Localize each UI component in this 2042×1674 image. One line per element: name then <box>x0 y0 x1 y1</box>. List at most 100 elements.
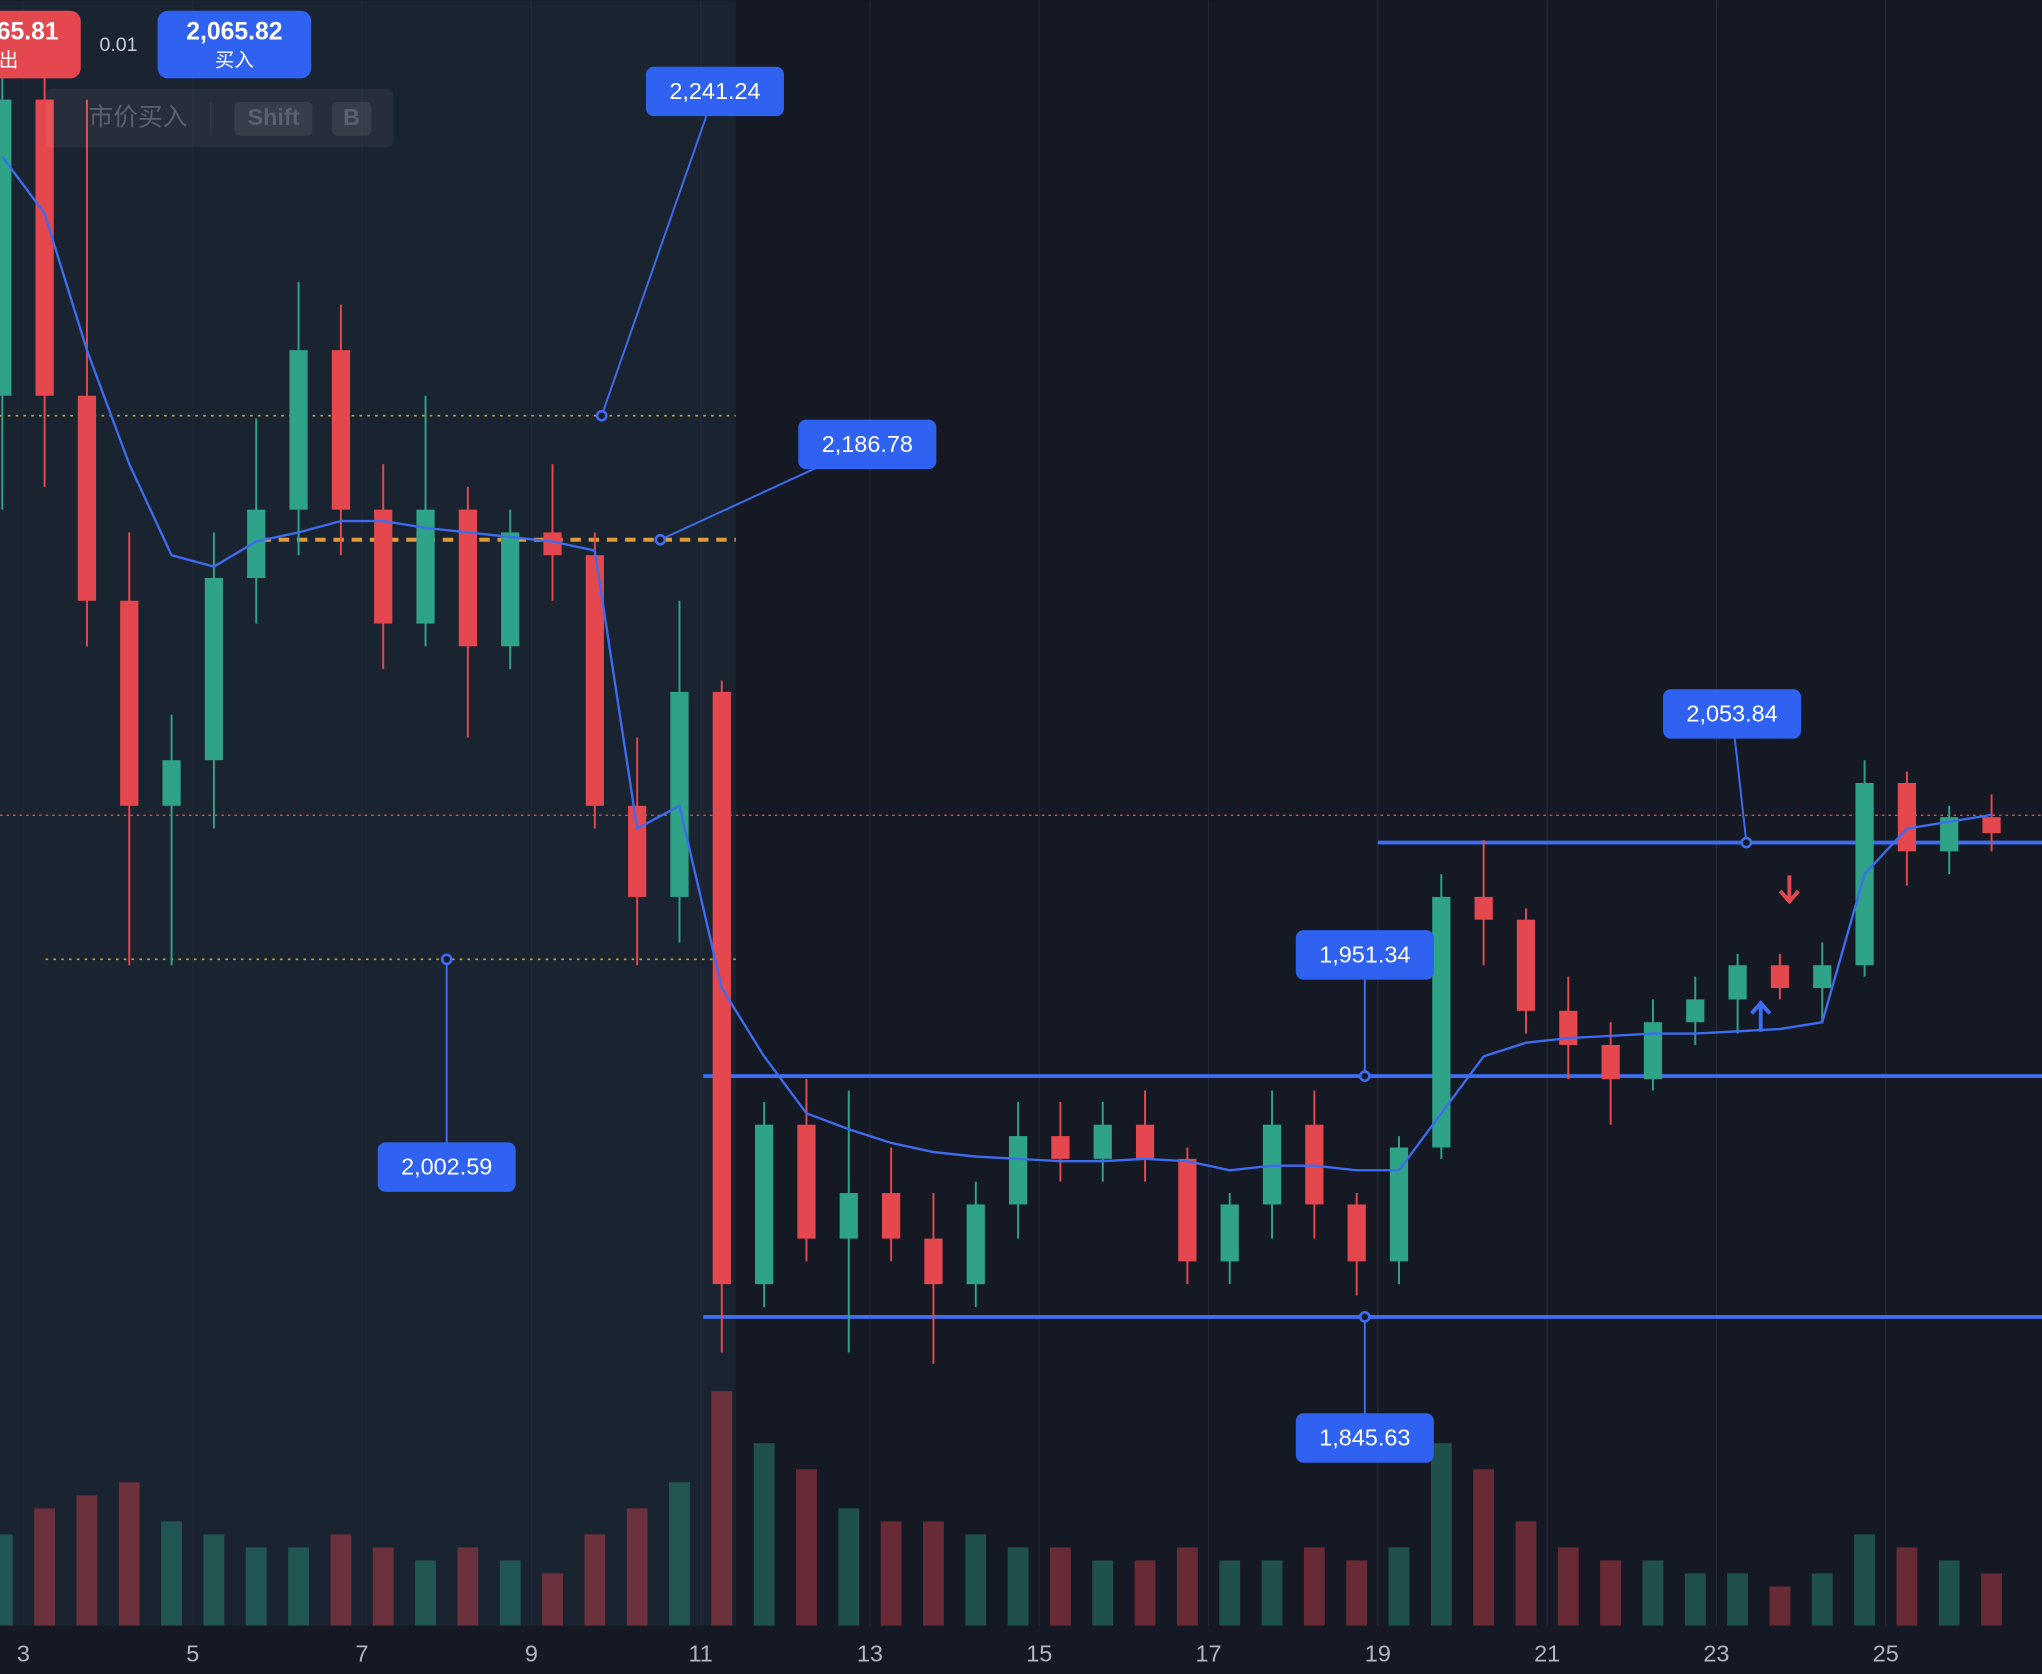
label-box <box>798 419 937 470</box>
tooltip <box>45 88 394 148</box>
x-tick-label: 19 <box>1365 1641 1391 1667</box>
volume-bar <box>1176 1547 1198 1626</box>
level-labels: 2,241.24 2,186.78 2,002.59 2,053.84 1,951.34… <box>377 66 1802 1463</box>
candle-body <box>0 99 12 396</box>
anchor-point <box>1740 836 1753 849</box>
candle-body <box>755 1124 774 1285</box>
volume-bar <box>288 1547 309 1626</box>
candle-body <box>1559 1010 1578 1045</box>
volume-bar <box>626 1508 648 1626</box>
volume-bar <box>1557 1547 1579 1626</box>
candle-body <box>797 1124 816 1239</box>
volume-bar <box>965 1534 987 1626</box>
anchor-point <box>1358 1311 1371 1323</box>
level-label: 2,241.24 <box>669 78 760 104</box>
candle-body <box>924 1238 943 1285</box>
volume-bar <box>34 1508 56 1626</box>
volume-bar <box>838 1508 860 1626</box>
x-axis-labels: 3 5 7 9 11 13 15 17 19 21 23 25 <box>17 1641 1899 1667</box>
volume-bar <box>669 1482 690 1626</box>
candle-body <box>966 1204 985 1285</box>
buy-price: 2,065.82 <box>186 18 282 45</box>
selected-range <box>0 0 736 1626</box>
volume-bar <box>457 1547 479 1626</box>
anchor-point <box>440 953 453 966</box>
x-tick-label: 3 <box>17 1641 30 1667</box>
candle-body <box>458 509 477 647</box>
volume-bar <box>1938 1560 1960 1626</box>
candle-body <box>1093 1124 1112 1159</box>
candle-body <box>120 600 139 806</box>
volume-bar <box>1981 1573 2002 1626</box>
candles <box>0 65 2001 1364</box>
volume-bar <box>76 1495 98 1626</box>
candle-body <box>1516 919 1536 1011</box>
volume-bar <box>1684 1573 1706 1626</box>
label-box <box>1295 1413 1434 1463</box>
level-label: 1,951.34 <box>1319 941 1410 967</box>
sell-label: 卖出 <box>0 50 18 72</box>
buy-label: 买入 <box>215 50 254 72</box>
candle-body <box>374 509 393 624</box>
candle-body <box>1008 1136 1028 1205</box>
label-box <box>1295 930 1434 980</box>
volume-bar <box>584 1534 606 1626</box>
candle-body <box>1728 965 1747 1000</box>
label-box <box>1663 689 1802 739</box>
volume-bar <box>796 1469 817 1626</box>
connector <box>600 91 716 417</box>
candle-body <box>501 532 520 647</box>
volume-bar <box>1727 1573 1749 1626</box>
grid <box>22 0 1887 1626</box>
volume-bar <box>880 1521 902 1626</box>
candle-body <box>1220 1204 1239 1262</box>
key: B <box>343 104 360 130</box>
volume-bar <box>1515 1521 1537 1626</box>
candle-body <box>162 760 181 806</box>
volume-bar <box>1430 1443 1452 1626</box>
candle-body <box>1770 965 1790 989</box>
candle-body <box>670 691 689 897</box>
tooltip-text: 市价买入 <box>89 103 188 131</box>
candle-body <box>416 509 435 624</box>
buy-button[interactable] <box>157 10 312 79</box>
volume-bar <box>1600 1560 1622 1626</box>
volume-bar <box>1854 1534 1875 1626</box>
candle-body <box>1940 817 1959 852</box>
level-label: 2,002.59 <box>401 1154 492 1180</box>
volume-bar <box>1007 1547 1029 1626</box>
level-label: 1,845.63 <box>1319 1424 1410 1450</box>
volume-bar <box>1473 1469 1495 1626</box>
quantity[interactable]: 0.01 <box>100 34 138 56</box>
candle-body <box>1178 1158 1197 1262</box>
level-label: 2,053.84 <box>1686 700 1777 726</box>
volume-bar <box>1346 1560 1368 1626</box>
volume-bar <box>245 1547 267 1626</box>
volume-bar <box>923 1521 944 1626</box>
candle-body <box>1813 965 1832 989</box>
volume-bar <box>1769 1586 1791 1626</box>
candle-body <box>1135 1124 1155 1159</box>
x-axis <box>0 1628 2042 1674</box>
volume-bar <box>330 1534 352 1626</box>
volume-pane <box>0 1391 2002 1626</box>
x-tick-label: 7 <box>356 1641 369 1667</box>
candle-body <box>1347 1204 1366 1262</box>
candle-body <box>1686 999 1705 1023</box>
key-box <box>332 101 372 136</box>
anchor-point <box>595 409 608 422</box>
sell-button[interactable] <box>0 10 81 79</box>
candle-body <box>1432 896 1451 1148</box>
moving-average <box>1 155 1992 1172</box>
buy-signal <box>1750 1000 1772 1032</box>
anchor-point <box>654 533 667 546</box>
levels <box>0 414 2042 1319</box>
volume-bar <box>1134 1560 1156 1626</box>
volume-bar <box>118 1482 140 1626</box>
volume-bar <box>1642 1560 1664 1626</box>
candle-body <box>1474 896 1493 920</box>
volume-bar <box>0 1534 13 1626</box>
volume-bar <box>1049 1547 1071 1626</box>
